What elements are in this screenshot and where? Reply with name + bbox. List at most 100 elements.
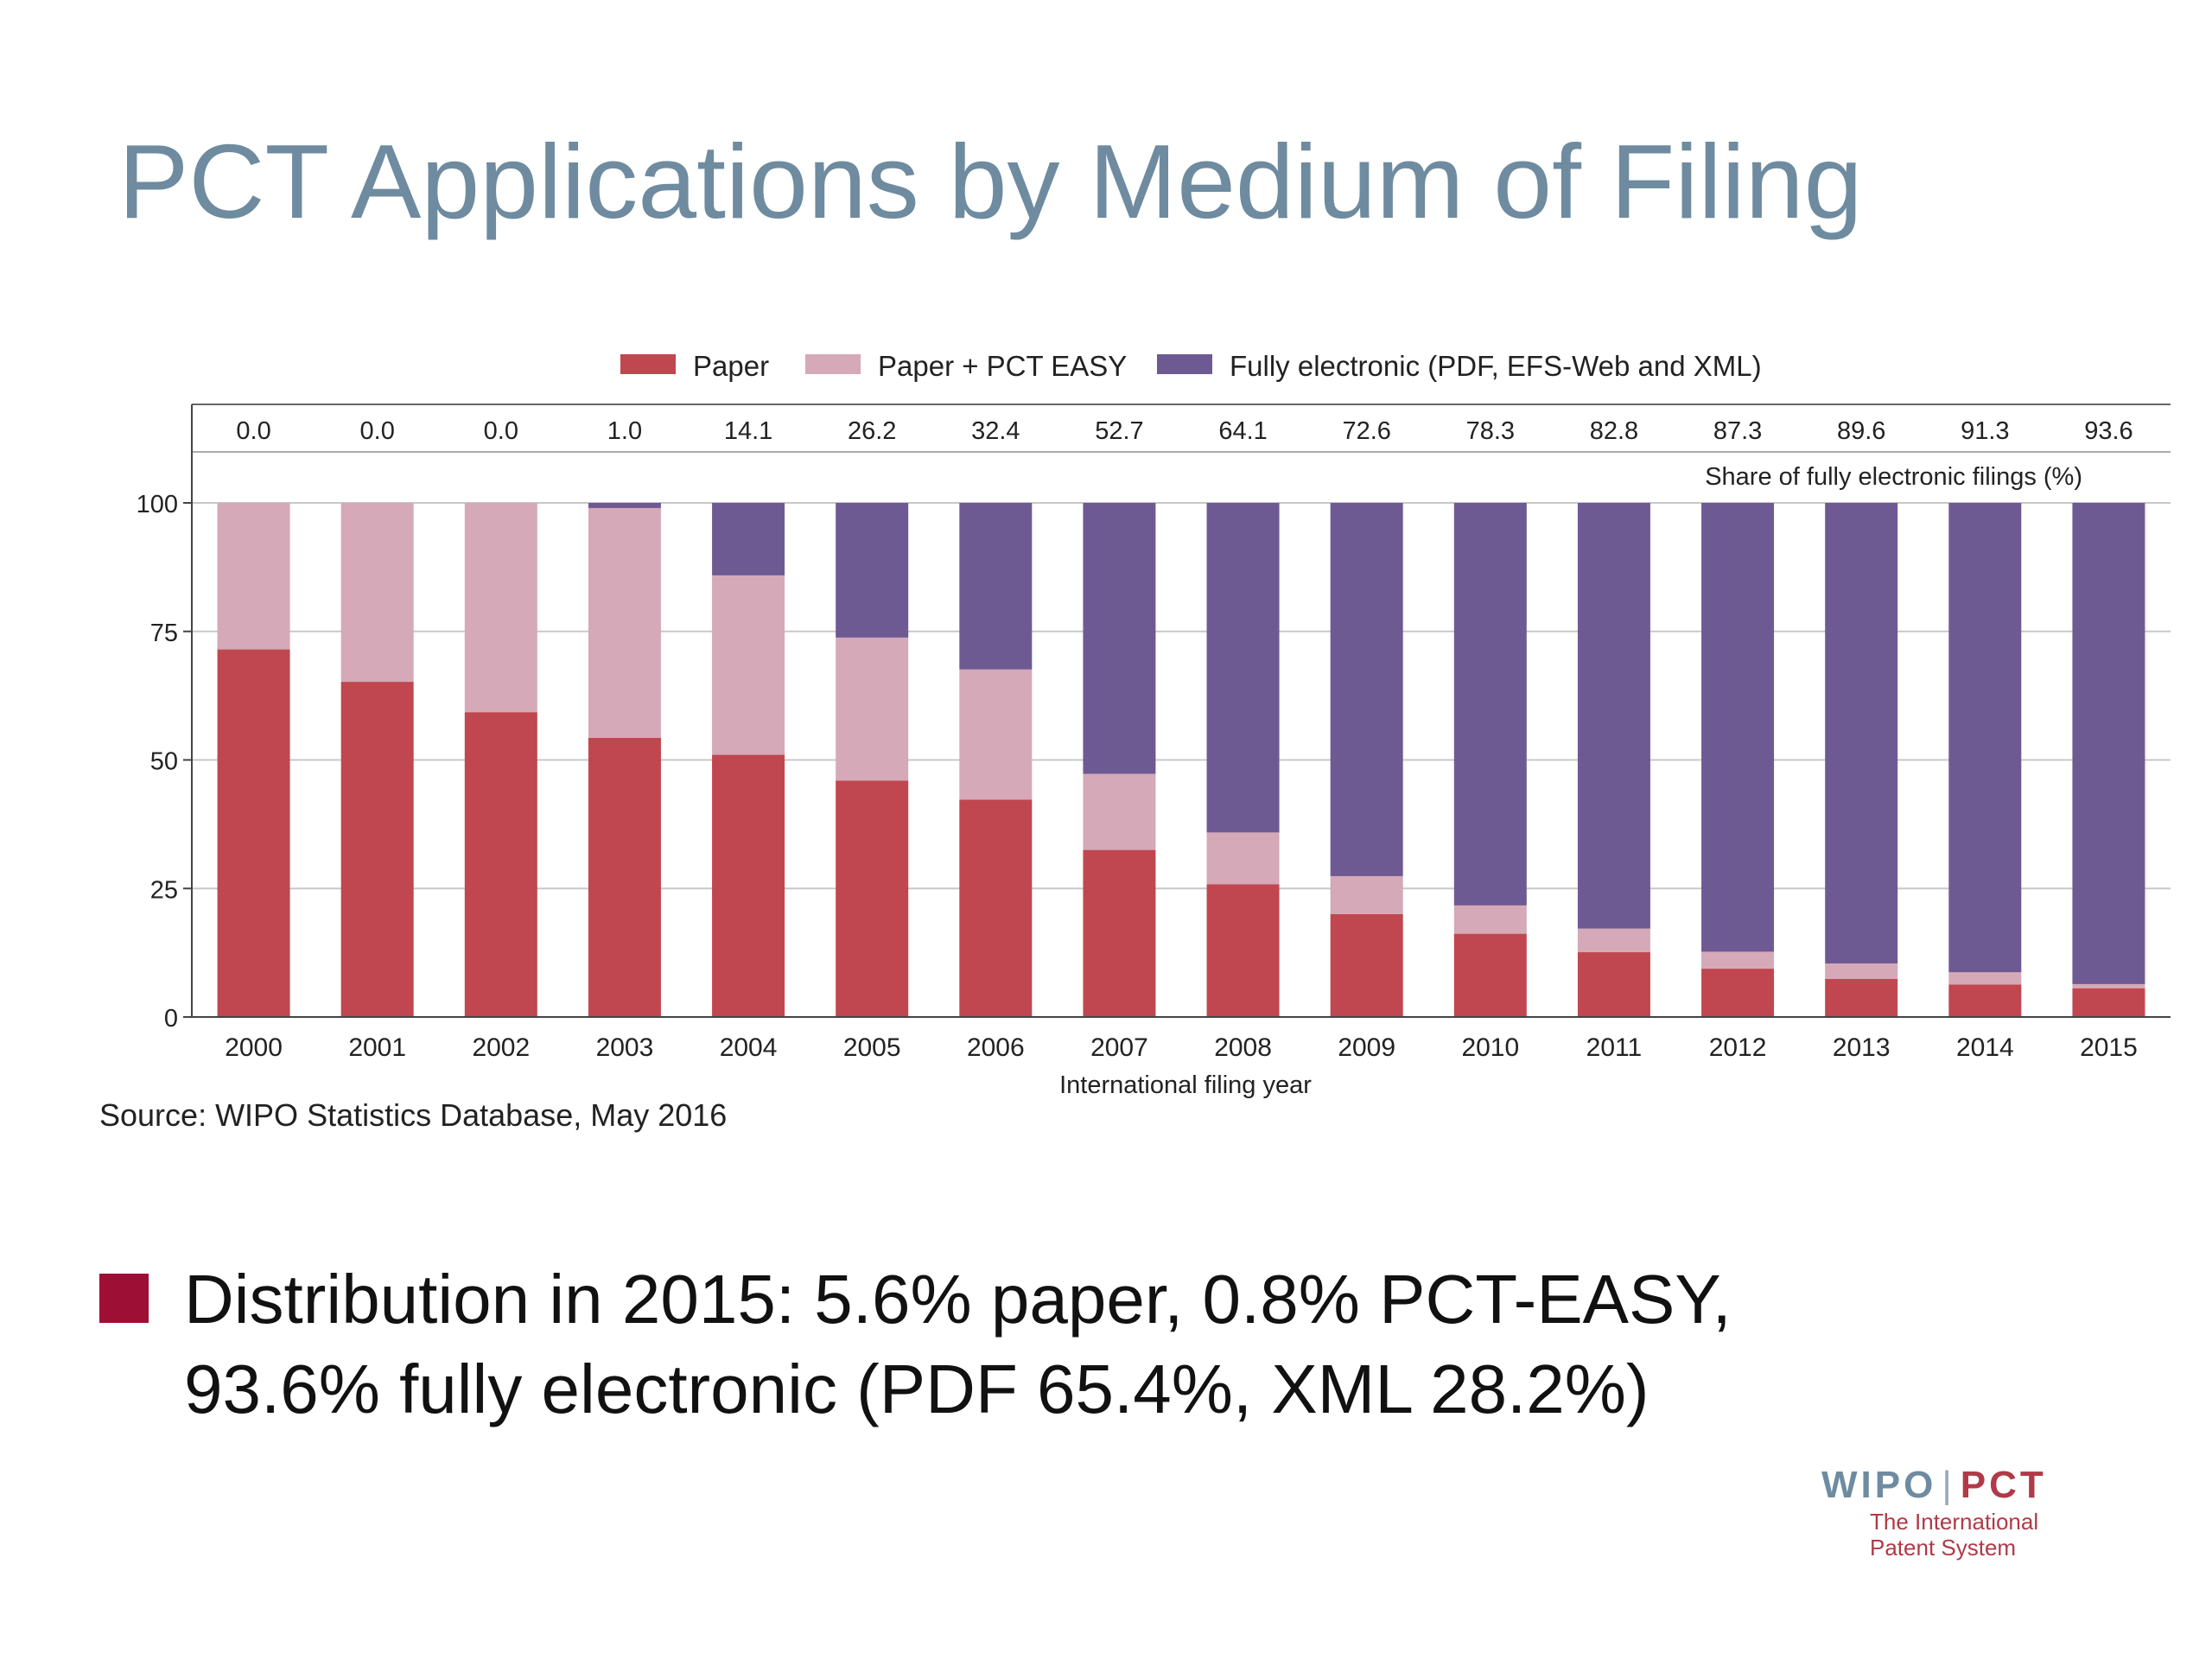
legend-swatch-1 — [805, 354, 861, 374]
x-axis-title: International filing year — [1059, 1071, 1312, 1099]
bar-2013-series-1 — [1825, 963, 1898, 979]
x-tick-label: 2010 — [1461, 1033, 1519, 1062]
bar-2000-series-1 — [217, 503, 290, 650]
share-value: 91.3 — [1961, 417, 2009, 445]
share-value: 82.8 — [1590, 417, 1638, 445]
bar-2007-series-0 — [1083, 849, 1156, 1017]
logo-separator: | — [1942, 1464, 1955, 1506]
bar-2008-series-2 — [1206, 503, 1280, 833]
x-tick-label: 2004 — [720, 1033, 778, 1062]
x-tick-label: 2013 — [1833, 1033, 1891, 1062]
x-tick-label: 2003 — [596, 1033, 654, 1062]
bar-2015-series-0 — [2072, 988, 2145, 1017]
bar-2001-series-1 — [340, 503, 414, 683]
bar-2010-series-2 — [1453, 503, 1527, 906]
bar-2003-series-1 — [588, 507, 661, 738]
legend-swatch-0 — [620, 354, 676, 374]
share-value: 14.1 — [724, 417, 772, 445]
bar-2008-series-1 — [1206, 832, 1280, 885]
y-tick-label: 75 — [150, 620, 178, 647]
share-value: 72.6 — [1342, 417, 1390, 445]
y-tick-label: 50 — [150, 748, 178, 776]
logo-pct-text: PCT — [1960, 1464, 2047, 1506]
bar-2013-series-0 — [1825, 978, 1898, 1017]
share-value: 64.1 — [1218, 417, 1267, 445]
logo-wipo-text: WIPO — [1821, 1464, 1937, 1506]
bar-2005-series-1 — [836, 637, 909, 781]
bar-2004-series-2 — [712, 503, 785, 575]
legend-label-1: Paper + PCT EASY — [878, 350, 1127, 382]
bar-2014-series-2 — [1948, 503, 2022, 973]
bar-2000-series-0 — [217, 649, 290, 1017]
bar-2004-series-0 — [712, 754, 785, 1017]
logo-wordmark: WIPO | PCT — [1821, 1464, 2047, 1507]
x-tick-label: 2005 — [843, 1033, 901, 1062]
bar-2003-series-2 — [588, 503, 661, 508]
bar-2014-series-1 — [1948, 972, 2022, 985]
bar-2004-series-1 — [712, 575, 785, 755]
wipo-pct-logo: WIPO | PCT The International Patent System — [1821, 1464, 2047, 1560]
bar-2002-series-1 — [464, 503, 537, 713]
bar-2010-series-1 — [1453, 905, 1527, 934]
bullet-square-icon — [99, 1274, 149, 1323]
x-tick-label: 2011 — [1586, 1033, 1643, 1062]
share-value: 52.7 — [1095, 417, 1143, 445]
y-tick-label: 100 — [137, 491, 178, 518]
x-tick-label: 2000 — [225, 1033, 283, 1062]
share-value: 87.3 — [1713, 417, 1762, 445]
y-tick-label: 25 — [150, 876, 178, 904]
bar-2012-series-0 — [1701, 969, 1775, 1017]
bar-2009-series-1 — [1330, 875, 1403, 914]
x-tick-label: 2006 — [967, 1033, 1025, 1062]
bar-2007-series-2 — [1083, 503, 1156, 774]
bar-2009-series-0 — [1330, 914, 1403, 1017]
bar-2002-series-0 — [464, 712, 537, 1017]
y-tick-label: 0 — [164, 1005, 178, 1033]
share-value: 26.2 — [848, 417, 896, 445]
bar-2015-series-1 — [2072, 983, 2145, 988]
bar-2006-series-1 — [959, 669, 1033, 800]
bar-2015-series-2 — [2072, 503, 2145, 984]
bullet-line-1: Distribution in 2015: 5.6% paper, 0.8% P… — [184, 1261, 1732, 1338]
share-value: 32.4 — [971, 417, 1020, 445]
bar-2001-series-0 — [340, 682, 414, 1017]
x-tick-label: 2014 — [1956, 1033, 2014, 1062]
bar-2005-series-2 — [836, 503, 909, 638]
bar-2011-series-1 — [1577, 928, 1650, 953]
share-value: 93.6 — [2084, 417, 2133, 445]
bar-2011-series-2 — [1577, 503, 1650, 929]
bar-2014-series-0 — [1948, 984, 2022, 1017]
share-row-label: Share of fully electronic filings (%) — [1705, 463, 2082, 491]
bar-2010-series-0 — [1453, 933, 1527, 1017]
bar-2005-series-0 — [836, 780, 909, 1017]
bar-2011-series-0 — [1577, 952, 1650, 1017]
x-tick-label: 2002 — [472, 1033, 530, 1062]
share-value: 78.3 — [1466, 417, 1515, 445]
bar-2012-series-1 — [1701, 951, 1775, 969]
share-value: 0.0 — [236, 417, 270, 445]
legend-label-2: Fully electronic (PDF, EFS-Web and XML) — [1230, 350, 1762, 382]
share-value: 89.6 — [1837, 417, 1885, 445]
x-tick-label: 2009 — [1338, 1033, 1395, 1062]
bar-2006-series-0 — [959, 799, 1033, 1017]
x-tick-label: 2007 — [1090, 1033, 1148, 1062]
bar-2006-series-2 — [959, 503, 1033, 670]
source-note: Source: WIPO Statistics Database, May 20… — [99, 1097, 728, 1133]
share-value: 0.0 — [484, 417, 518, 445]
bullet-text: Distribution in 2015: 5.6% paper, 0.8% P… — [184, 1255, 2042, 1434]
logo-tagline: The International Patent System — [1870, 1509, 2047, 1560]
share-value: 0.0 — [360, 417, 395, 445]
bar-2008-series-0 — [1206, 884, 1280, 1017]
x-tick-label: 2001 — [348, 1033, 406, 1062]
logo-tagline-line-1: The International — [1870, 1509, 2039, 1535]
bar-2007-series-1 — [1083, 773, 1156, 850]
bar-2013-series-2 — [1825, 503, 1898, 964]
share-value: 1.0 — [607, 417, 642, 445]
x-tick-label: 2008 — [1214, 1033, 1272, 1062]
logo-tagline-line-2: Patent System — [1870, 1535, 2017, 1560]
legend-swatch-2 — [1157, 354, 1212, 374]
bar-2009-series-2 — [1330, 503, 1403, 876]
bar-2012-series-2 — [1701, 503, 1775, 952]
